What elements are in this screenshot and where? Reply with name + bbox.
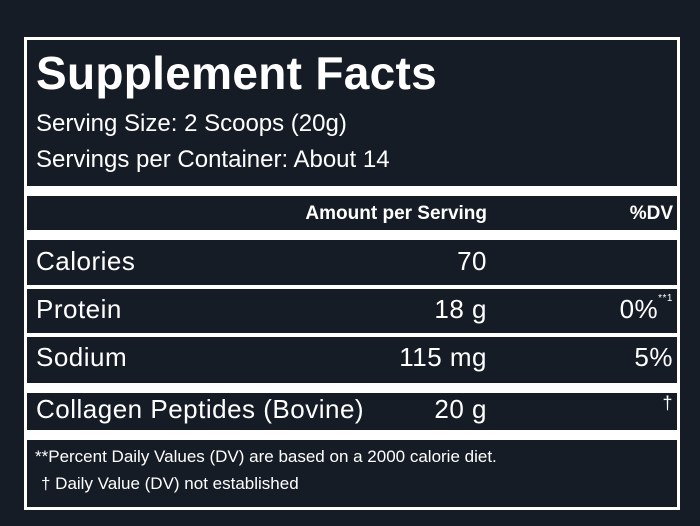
dv-value: 5% bbox=[634, 342, 673, 372]
amount: 20 g bbox=[434, 394, 487, 424]
daily-value: † bbox=[662, 394, 673, 412]
dv-value: † bbox=[662, 393, 673, 413]
footnote: **Percent Daily Values (DV) are based on… bbox=[35, 447, 497, 466]
servings-per-container: Servings per Container: About 14 bbox=[36, 146, 390, 173]
amount: 70 bbox=[457, 246, 487, 276]
divider bbox=[27, 285, 677, 289]
nutrient-name: Calories bbox=[36, 246, 136, 276]
facts-panel: Supplement Facts Serving Size: 2 Scoops … bbox=[24, 37, 680, 510]
divider bbox=[27, 383, 677, 393]
divider bbox=[27, 430, 677, 440]
divider bbox=[27, 333, 677, 337]
divider bbox=[27, 186, 677, 196]
daily-value: 0%**1 bbox=[619, 293, 673, 324]
dv-note: **1 bbox=[658, 293, 673, 304]
title: Supplement Facts bbox=[36, 47, 437, 99]
footnote: † Daily Value (DV) not established bbox=[41, 474, 299, 493]
amount-header: Amount per Serving bbox=[305, 203, 487, 224]
nutrient-name: Protein bbox=[36, 294, 122, 324]
divider bbox=[27, 230, 677, 240]
dv-header: %DV bbox=[629, 203, 673, 224]
amount: 18 g bbox=[434, 294, 487, 324]
daily-value: 5% bbox=[634, 344, 673, 370]
serving-size: Serving Size: 2 Scoops (20g) bbox=[36, 110, 347, 137]
dv-value: 0% bbox=[619, 294, 659, 324]
nutrient-name: Collagen Peptides (Bovine) bbox=[36, 394, 365, 424]
nutrient-name: Sodium bbox=[36, 342, 128, 372]
amount: 115 mg bbox=[399, 342, 487, 372]
